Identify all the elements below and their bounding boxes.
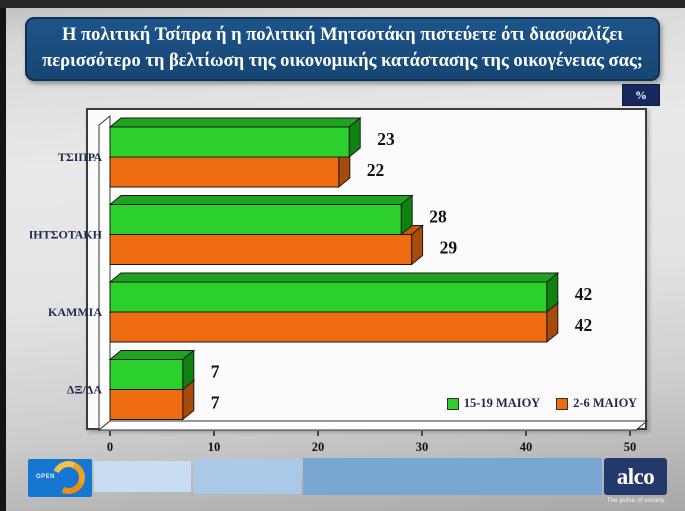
percent-badge: % (622, 84, 660, 106)
question-banner: Η πολιτική Τσίπρα ή η πολιτική Μητσοτάκη… (25, 17, 660, 81)
svg-text:ΤΣΙΠΡΑ: ΤΣΙΠΡΑ (58, 150, 102, 164)
legend-item-series-1: 15-19 ΜΑΙΟΥ (446, 396, 541, 411)
svg-text:10: 10 (208, 440, 221, 454)
svg-text:20: 20 (312, 440, 325, 454)
legend-swatch-green (446, 397, 459, 410)
chart-legend: 15-19 ΜΑΙΟΥ 2-6 ΜΑΙΟΥ (446, 396, 637, 411)
footer-decoration-bar-2 (194, 459, 301, 494)
svg-text:23: 23 (377, 129, 395, 149)
top-edge-bar (0, 0, 685, 8)
legend-swatch-orange (556, 397, 569, 410)
open-tv-logo: OPEN (28, 459, 92, 497)
svg-text:42: 42 (575, 315, 593, 335)
open-logo-text: OPEN (36, 474, 56, 480)
legend-item-series-2: 2-6 ΜΑΙΟΥ (556, 396, 637, 411)
svg-text:29: 29 (440, 238, 458, 258)
alco-logo: alco (604, 458, 667, 495)
svg-text:28: 28 (429, 207, 447, 227)
alco-logo-text: alco (616, 463, 655, 489)
svg-text:42: 42 (575, 284, 593, 304)
svg-text:50: 50 (624, 440, 637, 454)
svg-text:0: 0 (107, 440, 113, 454)
svg-text:ΜΗΤΣΟΤΑΚΗ: ΜΗΤΣΟΤΑΚΗ (30, 228, 103, 242)
question-line-2: περισσότερο τη βελτίωση της οικονομικής … (42, 51, 643, 71)
svg-text:7: 7 (211, 362, 220, 382)
left-edge-bar (0, 0, 6, 511)
legend-label-series-2: 2-6 ΜΑΙΟΥ (573, 396, 637, 410)
svg-text:ΔΞ/ΔΑ: ΔΞ/ΔΑ (67, 383, 103, 397)
footer-decoration-bar-1 (94, 461, 191, 492)
bar-chart: 23 22 ΤΣΙΠΡΑ 28 29 ΜΗΤΣΟΤΑΚΗ 42 42 ΚΑΜΜΙΑ 7 7 ΔΞ/ΔΑ… (30, 114, 649, 454)
svg-text:22: 22 (367, 160, 385, 180)
footer-decoration-bar-3 (303, 458, 602, 495)
legend-label-series-1: 15-19 ΜΑΙΟΥ (463, 396, 541, 410)
svg-text:30: 30 (416, 440, 429, 454)
alco-tagline: The pulse of society (606, 497, 665, 504)
svg-text:ΚΑΜΜΙΑ: ΚΑΜΜΙΑ (48, 305, 102, 319)
svg-text:40: 40 (520, 440, 533, 454)
question-line-1: Η πολιτική Τσίπρα ή η πολιτική Μητσοτάκη… (62, 25, 623, 46)
svg-text:7: 7 (211, 393, 220, 413)
